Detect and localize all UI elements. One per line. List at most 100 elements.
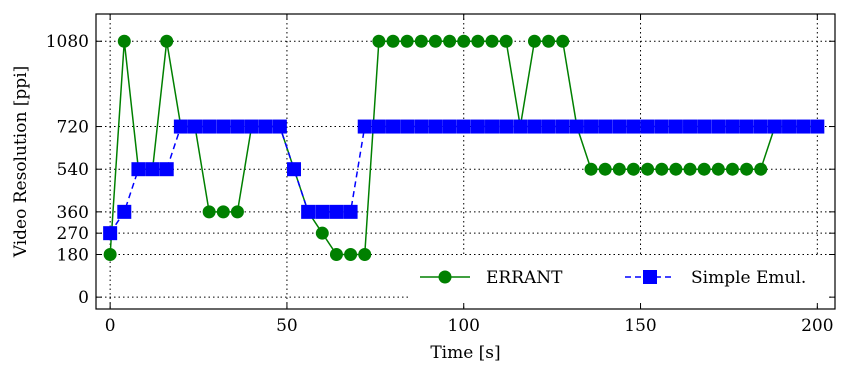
errant-point: [641, 162, 655, 176]
errant-point: [358, 248, 372, 262]
plot-frame: [95, 13, 836, 310]
errant-point: [428, 34, 442, 48]
simple-emul-point: [202, 119, 217, 134]
simple-emul-point: [626, 119, 641, 134]
x-tick-label: 50: [276, 316, 298, 336]
simple-emul-point: [782, 119, 797, 134]
y-tick-label: 360: [57, 203, 89, 223]
errant-point: [754, 162, 768, 176]
simple-emul-point: [513, 119, 528, 134]
simple-emul-point: [131, 162, 146, 177]
simple-emul-point: [272, 119, 287, 134]
errant-point: [485, 34, 499, 48]
simple-emul-point: [598, 119, 613, 134]
errant-point: [584, 162, 598, 176]
series-layer: [103, 34, 825, 262]
y-axis-label: Video Resolution [ppi]: [11, 66, 31, 259]
simple-emul-point: [584, 119, 599, 134]
errant-point: [329, 248, 343, 262]
y-tick-label: 270: [57, 224, 89, 244]
simple-emul-point: [145, 162, 160, 177]
errant-point: [598, 162, 612, 176]
errant-point: [626, 162, 640, 176]
simple-emul-point: [230, 119, 245, 134]
errant-point: [655, 162, 669, 176]
errant-point: [443, 34, 457, 48]
legend-box: [410, 256, 830, 304]
simple-emul-point: [442, 119, 457, 134]
simple-emul-point: [357, 119, 372, 134]
simple-emul-point: [739, 119, 754, 134]
simple-emul-point: [569, 119, 584, 134]
legend-label: ERRANT: [486, 268, 563, 288]
simple-emul-point: [499, 119, 514, 134]
errant-point: [202, 205, 216, 219]
errant-point: [344, 248, 358, 262]
x-tick-label: 150: [624, 316, 656, 336]
errant-point: [160, 34, 174, 48]
x-axis-label: Time [s]: [430, 343, 500, 363]
errant-point: [372, 34, 386, 48]
errant-point: [527, 34, 541, 48]
simple-emul-point: [117, 204, 132, 219]
y-tick-label: 720: [57, 118, 89, 138]
simple-emul-point: [725, 119, 740, 134]
simple-emul-point: [315, 204, 330, 219]
simple-emul-point: [527, 119, 542, 134]
y-tick-label: 0: [78, 288, 89, 308]
errant-point: [499, 34, 513, 48]
errant-point: [612, 162, 626, 176]
simple-emul-point: [216, 119, 231, 134]
simple-emul-point: [612, 119, 627, 134]
errant-point: [471, 34, 485, 48]
x-tick-label: 200: [801, 316, 833, 336]
legend-marker: [438, 270, 452, 284]
simple-emul-point: [683, 119, 698, 134]
errant-point: [711, 162, 725, 176]
y-tick-label: 180: [57, 246, 89, 266]
errant-point: [683, 162, 697, 176]
simple-emul-point: [414, 119, 429, 134]
legend: ERRANT Simple Emul.: [410, 256, 830, 304]
errant-point: [556, 34, 570, 48]
simple-emul-point: [188, 119, 203, 134]
simple-emul-point: [329, 204, 344, 219]
errant-point: [400, 34, 414, 48]
simple-emul-point: [386, 119, 401, 134]
simple-emul-point: [668, 119, 683, 134]
errant-point: [740, 162, 754, 176]
simple-emul-point: [244, 119, 259, 134]
errant-point: [697, 162, 711, 176]
x-tick-label: 100: [448, 316, 480, 336]
legend-label: Simple Emul.: [691, 268, 806, 288]
simple-emul-point: [159, 162, 174, 177]
simple-emul-point: [753, 119, 768, 134]
errant-point: [216, 205, 230, 219]
simple-emul-point: [541, 119, 556, 134]
simple-emul-point: [711, 119, 726, 134]
simple-emul-point: [258, 119, 273, 134]
errant-point: [725, 162, 739, 176]
errant-point: [542, 34, 556, 48]
simple-emul-point: [697, 119, 712, 134]
errant-point: [669, 162, 683, 176]
simple-emul-point: [640, 119, 655, 134]
legend-marker: [643, 270, 657, 284]
errant-point: [386, 34, 400, 48]
simple-emul-point: [654, 119, 669, 134]
x-tick-label: 0: [105, 316, 116, 336]
simple-emul-point: [456, 119, 471, 134]
simple-emul-point: [343, 204, 358, 219]
simple-emul-point: [796, 119, 811, 134]
y-tick-label: 1080: [46, 32, 89, 52]
simple-emul-point: [485, 119, 500, 134]
simple-emul-point: [400, 119, 415, 134]
simple-emul-point: [103, 226, 118, 241]
errant-point: [103, 248, 117, 262]
simple-emul-point: [287, 162, 302, 177]
errant-point: [457, 34, 471, 48]
series-simple-emul: [103, 119, 825, 241]
y-tick-label: 540: [57, 160, 89, 180]
